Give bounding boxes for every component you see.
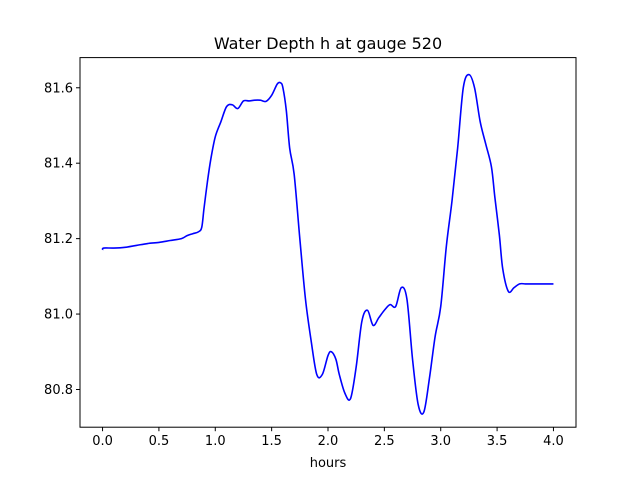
series-layer — [101, 73, 554, 415]
ticks-layer: 0.0 0.5 1.0 1.5 2.0 2.5 3.0 3.5 4.0 80.8 81.0 81.2 8… — [44, 81, 564, 449]
x-tick-label: 3.5 — [487, 434, 508, 449]
series-line-0 — [101, 73, 554, 415]
chart-title: Water Depth h at gauge 520 — [214, 34, 442, 53]
x-tick-label: 3.0 — [430, 434, 451, 449]
x-axis-label: hours — [310, 456, 347, 471]
plot-frame — [79, 57, 577, 428]
x-tick-label: 2.0 — [318, 434, 339, 449]
y-tick-label: 81.0 — [44, 308, 73, 323]
y-tick-label: 81.2 — [44, 232, 73, 247]
x-tick-label: 2.5 — [374, 434, 395, 449]
x-tick-label: 1.5 — [261, 434, 282, 449]
y-tick-label: 80.8 — [44, 383, 73, 398]
x-tick-label: 1.0 — [205, 434, 226, 449]
y-tick-label: 81.4 — [44, 157, 73, 172]
x-tick-label: 0.0 — [92, 434, 113, 449]
y-tick-label: 81.6 — [44, 81, 73, 96]
x-tick-label: 4.0 — [543, 434, 564, 449]
x-tick-label: 0.5 — [149, 434, 170, 449]
